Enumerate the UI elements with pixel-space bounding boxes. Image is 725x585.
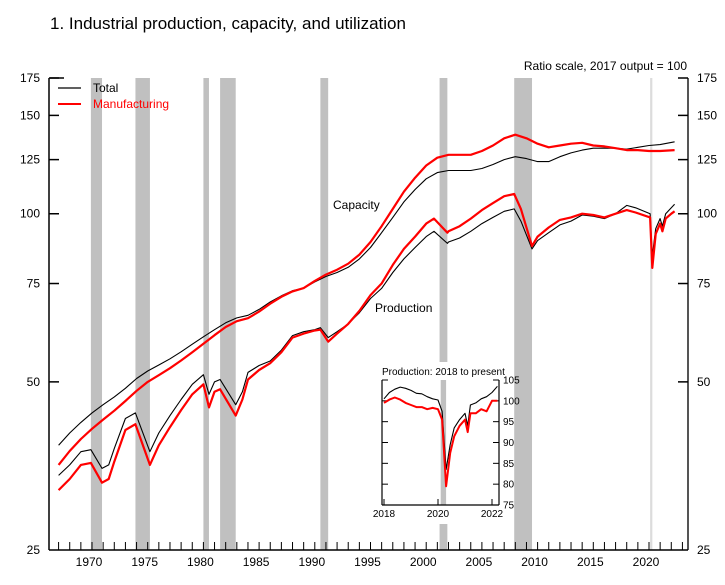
recession-band bbox=[514, 78, 533, 550]
y-tick-label-right: 75 bbox=[697, 277, 711, 291]
y-tick-label-right: 150 bbox=[697, 108, 717, 122]
inset-y-tick-label: 90 bbox=[503, 438, 515, 449]
capacity-annotation: Capacity bbox=[333, 198, 380, 212]
chart-title: 1. Industrial production, capacity, and … bbox=[50, 14, 406, 33]
y-tick-label-left: 75 bbox=[27, 277, 41, 291]
y-tick-label-left: 150 bbox=[20, 108, 40, 122]
x-tick-label: 1970 bbox=[76, 555, 103, 569]
y-tick-label-left: 25 bbox=[27, 543, 41, 557]
total-capacity-line bbox=[58, 141, 675, 446]
recession-band bbox=[320, 78, 329, 550]
manufacturing-production-line bbox=[57, 192, 676, 491]
x-tick-label: 1975 bbox=[131, 555, 158, 569]
x-tick-label: 2015 bbox=[577, 555, 604, 569]
legend-label: Manufacturing bbox=[93, 97, 169, 111]
x-tick-label: 2010 bbox=[521, 555, 548, 569]
y-tick-label-left: 50 bbox=[27, 375, 41, 389]
inset-y-tick-label: 75 bbox=[503, 501, 515, 512]
recession-band bbox=[90, 78, 103, 550]
total-production-line bbox=[58, 203, 676, 476]
recession-band bbox=[439, 78, 448, 550]
recession-band bbox=[220, 78, 236, 550]
y-tick-label-right: 175 bbox=[697, 71, 717, 85]
x-tick-label: 2020 bbox=[633, 555, 660, 569]
inset-manufacturing-line bbox=[383, 396, 498, 488]
axes: 25 25 50 50 75 75 100 100 125 125 150 150 175 175 1970… bbox=[20, 71, 717, 569]
y-tick-label-right: 50 bbox=[697, 375, 711, 389]
manufacturing-capacity-line bbox=[57, 133, 675, 466]
y-tick-label-right: 100 bbox=[697, 207, 717, 221]
series-lines bbox=[57, 133, 676, 491]
inset-y-tick-label: 80 bbox=[503, 480, 515, 491]
x-tick-label: 1990 bbox=[298, 555, 325, 569]
y-tick-label-right: 125 bbox=[697, 153, 717, 167]
recession-band bbox=[203, 78, 209, 550]
inset-y-tick-label: 100 bbox=[503, 396, 520, 407]
y-tick-label-left: 125 bbox=[20, 153, 40, 167]
recession-band bbox=[650, 78, 653, 550]
legend: Total Manufacturing bbox=[50, 77, 169, 111]
production-annotation: Production bbox=[375, 301, 432, 315]
x-tick-label: 2000 bbox=[410, 555, 437, 569]
inset-x-tick-label: 2018 bbox=[373, 509, 396, 520]
recession-band bbox=[135, 78, 150, 550]
inset-y-tick-label: 105 bbox=[503, 376, 520, 387]
inset-title: Production: 2018 to present bbox=[382, 367, 505, 378]
annotations: Capacity Production bbox=[333, 198, 432, 315]
x-tick-label: 1995 bbox=[354, 555, 381, 569]
y-tick-label-left: 100 bbox=[20, 207, 40, 221]
inset-y-tick-label: 95 bbox=[503, 417, 515, 428]
inset-background bbox=[370, 362, 505, 524]
x-tick-label: 1980 bbox=[187, 555, 214, 569]
x-tick-label: 1985 bbox=[243, 555, 270, 569]
y-tick-label-left: 175 bbox=[20, 71, 40, 85]
x-tick-label: 2005 bbox=[466, 555, 493, 569]
inset-x-tick-label: 2022 bbox=[481, 509, 504, 520]
recession-bands bbox=[90, 78, 653, 550]
inset-chart: 75 80 85 90 95 100 105 2018 2020 2022 Production: … bbox=[370, 362, 520, 524]
legend-label: Total bbox=[93, 81, 118, 95]
inset-y-tick-label: 85 bbox=[503, 459, 515, 470]
inset-x-tick-label: 2020 bbox=[427, 509, 450, 520]
y-tick-label-right: 25 bbox=[697, 543, 711, 557]
scale-note: Ratio scale, 2017 output = 100 bbox=[523, 59, 687, 73]
